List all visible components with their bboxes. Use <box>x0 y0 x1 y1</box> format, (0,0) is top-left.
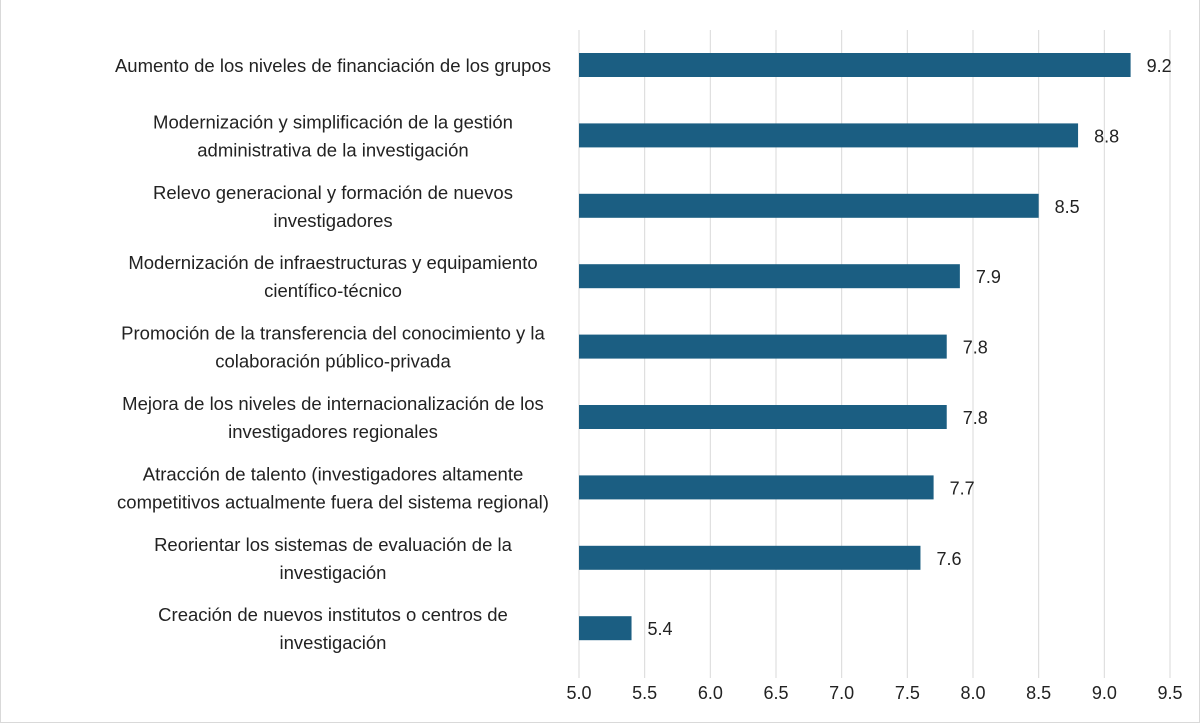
data-label: 7.9 <box>976 267 1001 287</box>
x-tick-label: 5.0 <box>566 683 591 703</box>
category-label: investigación <box>280 562 387 583</box>
category-label: Relevo generacional y formación de nuevo… <box>153 182 513 203</box>
category-label: investigación <box>280 632 387 653</box>
category-label: colaboración público-privada <box>215 351 451 372</box>
category-label: competitivos actualmente fuera del siste… <box>117 491 549 512</box>
category-label: Reorientar los sistemas de evaluación de… <box>154 534 513 555</box>
bar <box>579 475 934 500</box>
bar <box>579 53 1131 77</box>
category-label: Promoción de la transferencia del conoci… <box>121 323 545 344</box>
bar <box>579 616 632 641</box>
x-tick-label: 5.5 <box>632 683 657 703</box>
category-label: investigadores <box>273 210 392 231</box>
data-label: 9.2 <box>1147 56 1172 76</box>
data-label: 5.4 <box>648 619 673 639</box>
bar <box>579 123 1079 148</box>
category-label: Modernización y simplificación de la ges… <box>153 111 513 132</box>
bar <box>579 405 947 429</box>
data-label: 7.8 <box>963 408 988 428</box>
bar <box>579 545 921 570</box>
bar <box>579 264 960 289</box>
bar <box>579 193 1039 218</box>
data-label: 7.8 <box>963 338 988 358</box>
category-label: científico-técnico <box>264 280 402 301</box>
x-tick-label: 8.0 <box>960 683 985 703</box>
x-tick-label: 9.0 <box>1092 683 1117 703</box>
x-tick-label: 7.0 <box>829 683 854 703</box>
x-tick-label: 8.5 <box>1026 683 1051 703</box>
data-label: 7.7 <box>950 478 975 498</box>
x-tick-label: 6.0 <box>698 683 723 703</box>
data-label: 8.5 <box>1055 197 1080 217</box>
category-label: Modernización de infraestructuras y equi… <box>128 252 537 273</box>
category-label: Atracción de talento (investigadores alt… <box>143 463 524 484</box>
x-tick-label: 6.5 <box>763 683 788 703</box>
category-label: Mejora de los niveles de internacionaliz… <box>122 393 544 414</box>
bar <box>579 334 947 359</box>
data-label: 7.6 <box>936 549 961 569</box>
x-tick-label: 9.5 <box>1157 683 1182 703</box>
category-label: investigadores regionales <box>228 421 438 442</box>
category-label: Creación de nuevos institutos o centros … <box>158 604 508 625</box>
category-label: Aumento de los niveles de financiación d… <box>115 55 551 76</box>
data-label: 8.8 <box>1094 126 1119 146</box>
category-label: administrativa de la investigación <box>197 139 468 160</box>
x-tick-label: 7.5 <box>895 683 920 703</box>
